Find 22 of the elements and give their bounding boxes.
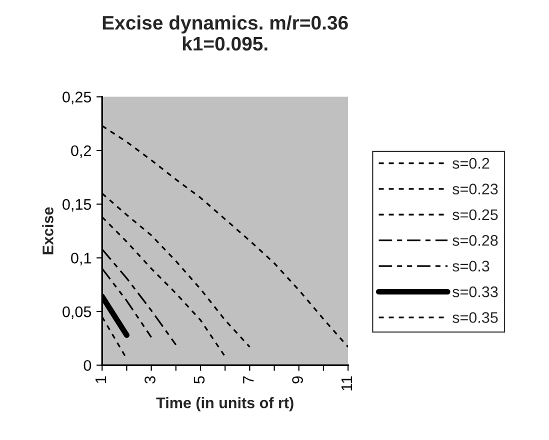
x-tick-label: 11 xyxy=(342,376,352,390)
x-tick-label: 5 xyxy=(194,376,205,384)
y-tick-label: 0,05 xyxy=(62,306,92,320)
legend-label: s=0.25 xyxy=(452,209,498,220)
y-tick-label: 0 xyxy=(84,360,92,371)
legend-label: s=0.28 xyxy=(452,235,498,246)
legend-label: s=0.33 xyxy=(452,286,498,298)
y-tick-label: 0,2 xyxy=(71,145,91,158)
x-tick-label: 3 xyxy=(144,376,156,384)
legend-label: s=0.23 xyxy=(452,184,498,194)
x-tick-label: 9 xyxy=(292,376,303,384)
x-tick-label: 7 xyxy=(243,376,254,384)
legend-label: s=0.3 xyxy=(452,260,490,272)
legend-label: s=0.2 xyxy=(452,158,490,169)
x-tick-label: 1 xyxy=(96,376,106,383)
y-tick-label: 0,15 xyxy=(62,199,92,212)
y-tick-label: 0,1 xyxy=(71,252,91,266)
legend-label: s=0.35 xyxy=(452,312,498,323)
chart-title: Excise dynamics. m/r=0.36 k1=0.095. xyxy=(102,15,348,51)
y-axis-title: Excise xyxy=(42,207,54,254)
y-tick-label: 0,25 xyxy=(62,92,92,104)
x-axis-title: Time (in units of rt) xyxy=(156,397,294,412)
